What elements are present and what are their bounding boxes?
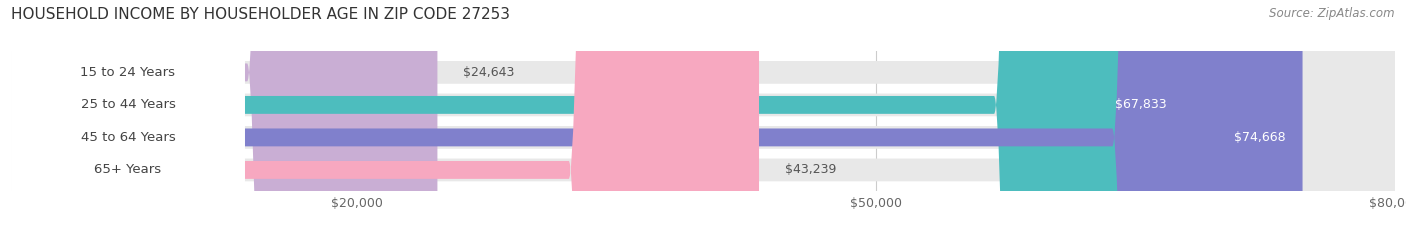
FancyBboxPatch shape: [11, 0, 245, 233]
Text: 25 to 44 Years: 25 to 44 Years: [80, 98, 176, 111]
FancyBboxPatch shape: [11, 0, 437, 233]
FancyBboxPatch shape: [11, 0, 245, 233]
Text: 65+ Years: 65+ Years: [94, 163, 162, 176]
FancyBboxPatch shape: [11, 0, 1395, 233]
Text: $24,643: $24,643: [464, 66, 515, 79]
Text: HOUSEHOLD INCOME BY HOUSEHOLDER AGE IN ZIP CODE 27253: HOUSEHOLD INCOME BY HOUSEHOLDER AGE IN Z…: [11, 7, 510, 22]
FancyBboxPatch shape: [11, 0, 1395, 233]
Text: Source: ZipAtlas.com: Source: ZipAtlas.com: [1270, 7, 1395, 20]
Text: $43,239: $43,239: [785, 163, 837, 176]
FancyBboxPatch shape: [11, 0, 1302, 233]
FancyBboxPatch shape: [11, 0, 245, 233]
Text: 45 to 64 Years: 45 to 64 Years: [80, 131, 176, 144]
Text: $67,833: $67,833: [1115, 98, 1167, 111]
FancyBboxPatch shape: [11, 0, 759, 233]
FancyBboxPatch shape: [11, 0, 1184, 233]
Text: 15 to 24 Years: 15 to 24 Years: [80, 66, 176, 79]
FancyBboxPatch shape: [11, 0, 245, 233]
FancyBboxPatch shape: [11, 0, 1395, 233]
FancyBboxPatch shape: [11, 0, 1395, 233]
Text: $74,668: $74,668: [1233, 131, 1285, 144]
